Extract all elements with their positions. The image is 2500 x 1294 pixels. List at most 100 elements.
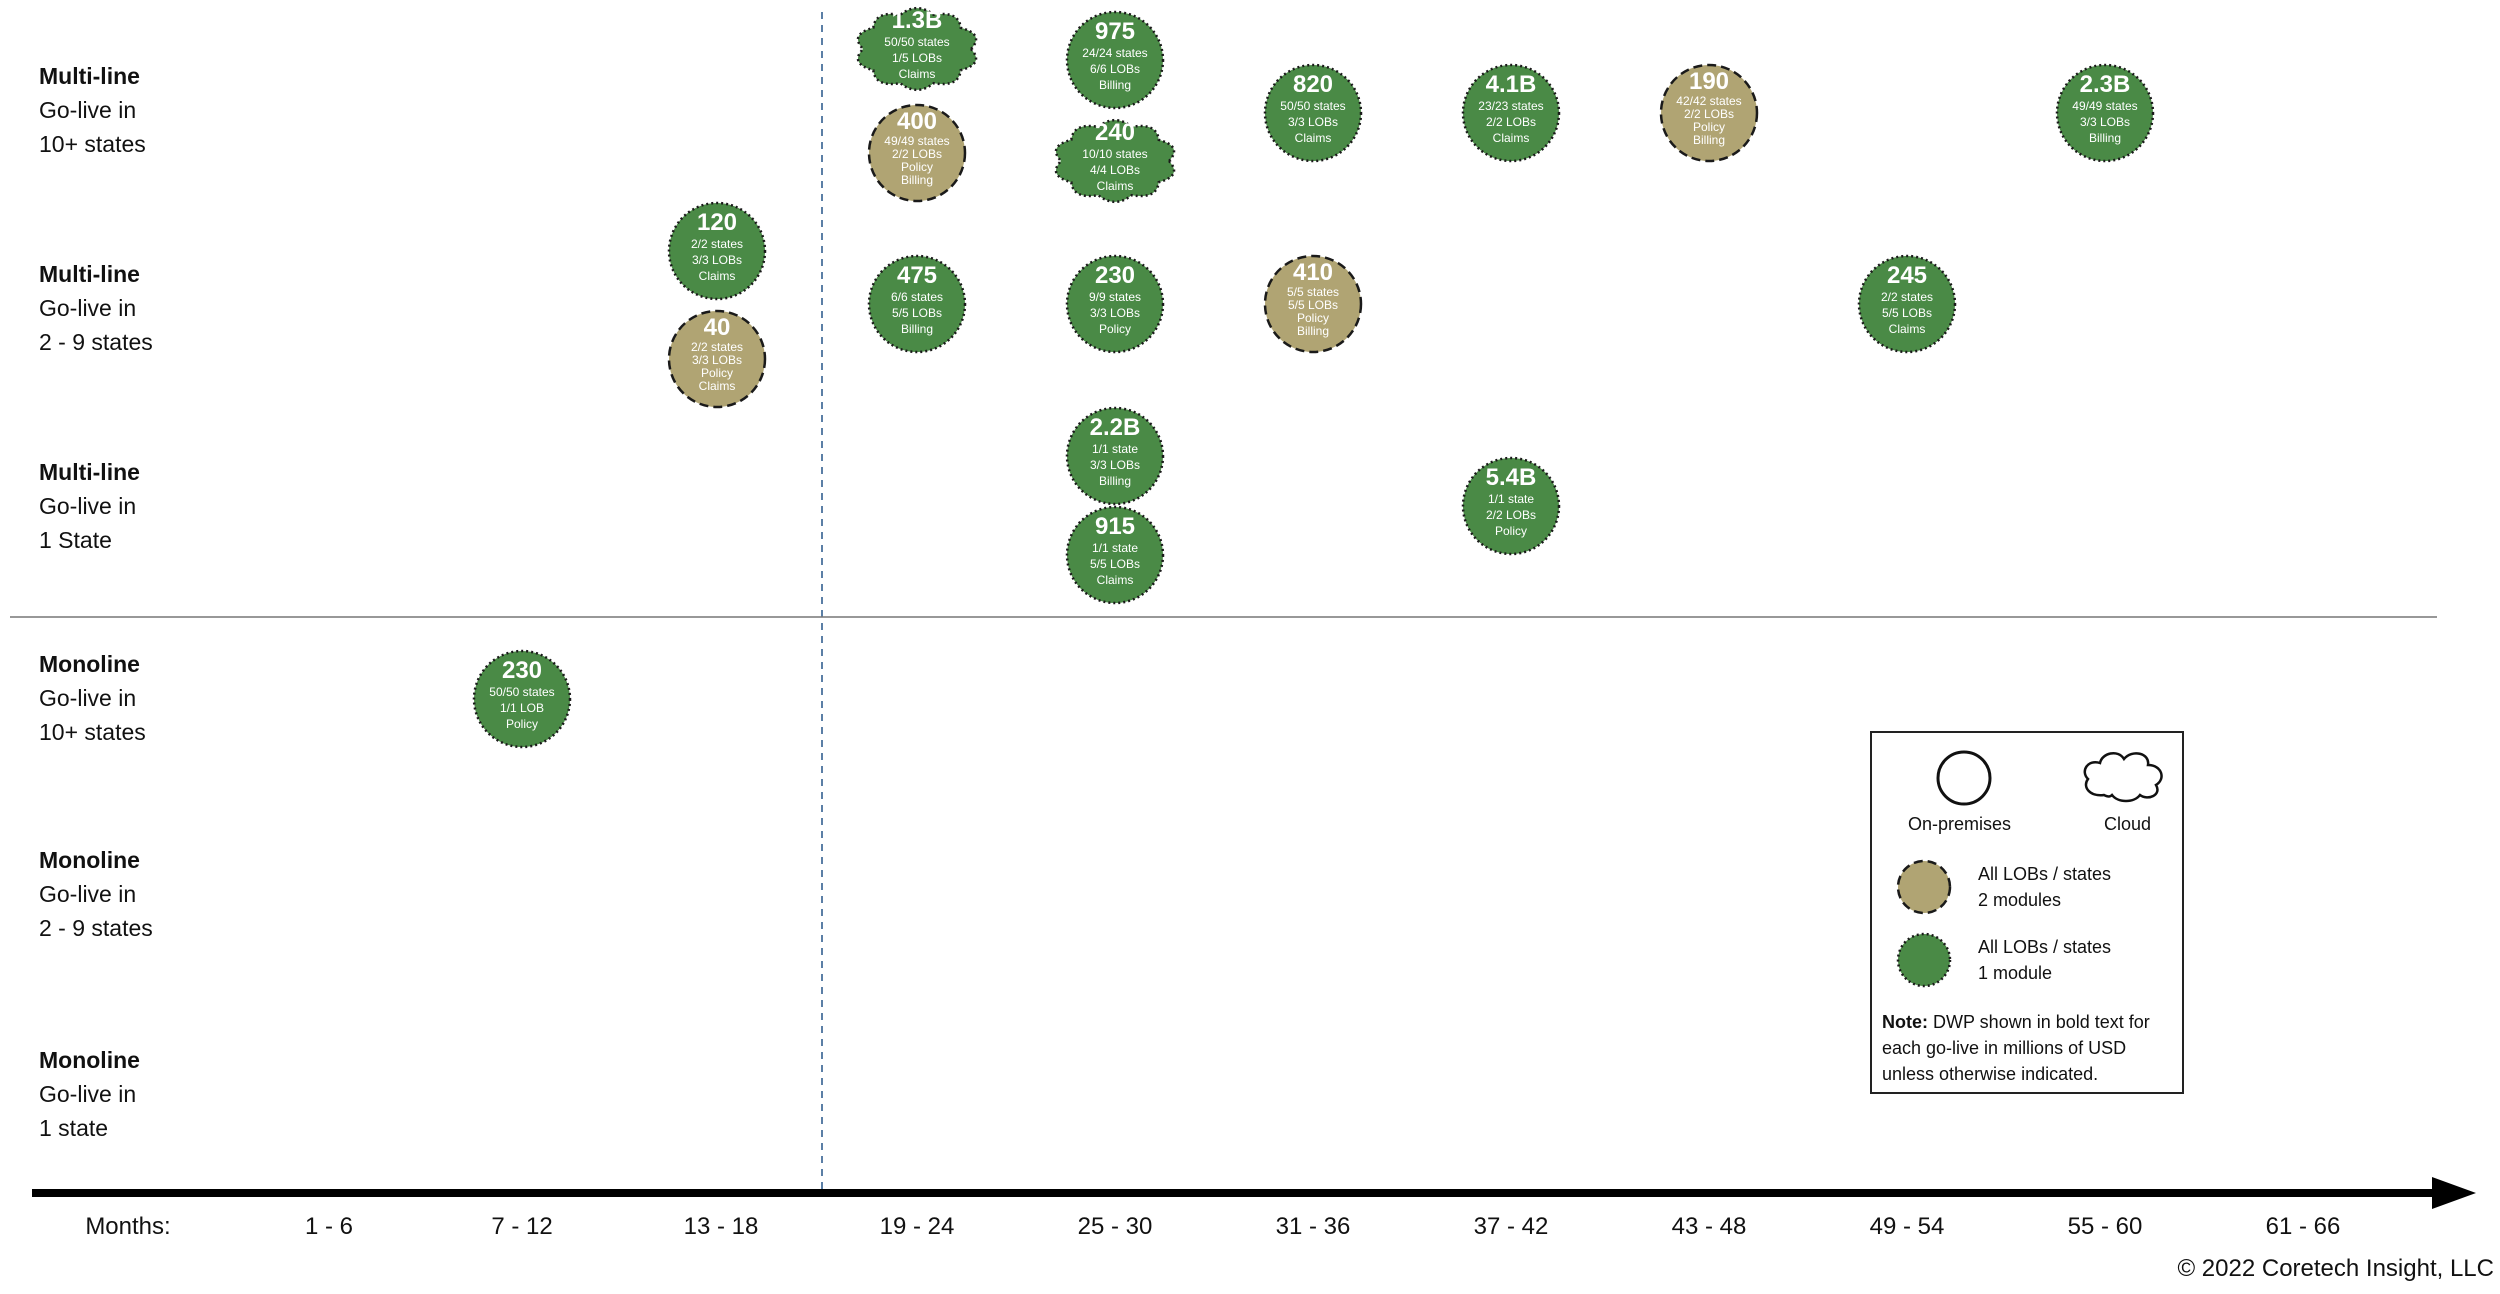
- cloud-symbol: [2083, 751, 2163, 803]
- bubble-detail-line: Claims: [1492, 131, 1530, 145]
- bubble-detail-line: 6/6 LOBs: [1089, 62, 1141, 76]
- go-live-bubble-text: 410 5/5 states 5/5 LOBs Policy Billing: [1287, 260, 1339, 338]
- go-live-bubble-text: 245 2/2 states 5/5 LOBs Claims: [1881, 263, 1933, 337]
- bubble-detail-line: 2/2 LOBs: [891, 147, 943, 161]
- bubble-detail-line: Claims: [898, 67, 936, 81]
- row-line: Go-live in: [39, 97, 137, 123]
- row-line: 10+ states: [39, 131, 146, 157]
- go-live-bubble-text: 4.1B 23/23 states 2/2 LOBs Claims: [1478, 72, 1543, 146]
- row-kind: Multi-line: [39, 63, 140, 89]
- dwp-value: 245: [1886, 262, 1928, 289]
- legend-one-module-line1: All LOBs / states: [1978, 937, 2112, 957]
- legend-two-modules-line1: All LOBs / states: [1978, 864, 2112, 884]
- bubble-detail-line: 3/3 LOBs: [1089, 458, 1141, 472]
- axis-period-label: 49 - 54: [1869, 1213, 1945, 1240]
- bubble-detail-line: 6/6 states: [890, 290, 944, 304]
- bubble-layer: [472, 6, 2155, 749]
- row-line: Go-live in: [39, 295, 137, 321]
- legend-cloud-label: Cloud: [2104, 814, 2152, 834]
- bubble-detail-line: 50/50 states: [489, 685, 555, 699]
- dwp-value: 2.2B: [1089, 414, 1141, 441]
- bubble-detail-line: 5/5 LOBs: [891, 306, 943, 320]
- bubble-detail-line: 49/49 states: [884, 134, 950, 148]
- bubble-detail-line: 5/5 LOBs: [1287, 298, 1339, 312]
- go-live-bubble: [1857, 254, 1957, 354]
- row-line: Go-live in: [39, 685, 137, 711]
- bubble-detail-line: Policy: [1692, 120, 1726, 134]
- bubble-detail-line: 2/2 LOBs: [1485, 115, 1537, 129]
- axis-period-label: 55 - 60: [2067, 1213, 2143, 1240]
- dwp-value: 190: [1688, 68, 1730, 95]
- dwp-value: 820: [1292, 71, 1334, 98]
- row-label-multiline-10plus: Multi-line Go-live in 10+ states: [39, 59, 299, 161]
- row-kind: Monoline: [39, 651, 140, 677]
- go-live-bubble: [1065, 254, 1165, 354]
- row-line: 2 - 9 states: [39, 329, 153, 355]
- row-kind: Multi-line: [39, 459, 140, 485]
- bubble-detail-line: Policy: [1098, 322, 1131, 336]
- go-live-bubble: [667, 201, 767, 301]
- go-live-bubble-text: 190 42/42 states 2/2 LOBs Policy Billing: [1676, 69, 1741, 147]
- bubble-detail-line: Policy: [700, 366, 733, 380]
- axis-period-label: 7 - 12: [491, 1213, 553, 1240]
- go-live-bubble: [1659, 63, 1759, 163]
- go-live-bubble: [1065, 505, 1165, 605]
- bubble-detail-line: Claims: [698, 379, 736, 393]
- bubble-detail-line: 3/3 LOBs: [1287, 115, 1339, 129]
- go-live-bubble: [1461, 456, 1561, 556]
- bubble-detail-line: 3/3 LOBs: [691, 353, 743, 367]
- dwp-value: 240: [1094, 119, 1136, 146]
- go-live-bubble-text: 975 24/24 states 6/6 LOBs Billing: [1082, 19, 1147, 93]
- go-live-bubble-text: 230 9/9 states 3/3 LOBs Policy: [1089, 263, 1141, 337]
- go-live-bubble: [1054, 118, 1176, 204]
- dwp-value: 120: [696, 209, 738, 236]
- row-line: 1 State: [39, 527, 112, 553]
- go-live-bubble-text: 400 49/49 states 2/2 LOBs Policy Billing: [884, 109, 949, 187]
- dwp-value: 230: [501, 657, 543, 684]
- bubble-detail-line: 4/4 LOBs: [1089, 163, 1141, 177]
- bubble-detail-line: 1/1 state: [1091, 442, 1139, 456]
- bubble-detail-line: 1/1 state: [1487, 492, 1535, 506]
- go-live-bubble-text: 5.4B 1/1 state 2/2 LOBs Policy: [1486, 465, 1537, 539]
- dwp-value: 410: [1292, 259, 1334, 286]
- legend-one-module-line2: 1 module: [1978, 963, 2053, 983]
- axis-period-label: 43 - 48: [1671, 1213, 1747, 1240]
- legend-two-modules-line2: 2 modules: [1978, 890, 2062, 910]
- legend-note-label: Note:: [1882, 1012, 1928, 1032]
- bubble-detail-line: 1/1 LOB: [499, 701, 545, 715]
- bubble-detail-line: Policy: [1494, 524, 1528, 538]
- dwp-value: 1.3B: [891, 7, 943, 34]
- go-live-bubble: [472, 649, 572, 749]
- axis-period-label: 61 - 66: [2265, 1213, 2341, 1240]
- row-line: Go-live in: [39, 493, 137, 519]
- bubble-detail-line: 1/5 LOBs: [891, 51, 943, 65]
- legend: On-premises Cloud All LOBs / states 2 mo…: [1870, 731, 2184, 1094]
- axis-period-label: 13 - 18: [683, 1213, 759, 1240]
- bubble-detail-line: 24/24 states: [1082, 46, 1148, 60]
- dwp-value: 4.1B: [1485, 71, 1537, 98]
- go-live-bubble: [1461, 63, 1561, 163]
- bubble-detail-line: 2/2 states: [1880, 290, 1934, 304]
- go-live-bubble: [856, 6, 978, 92]
- bubble-detail-line: Claims: [1096, 179, 1134, 193]
- bubble-detail-line: 9/9 states: [1088, 290, 1142, 304]
- legend-two-modules-label: All LOBs / states 2 modules: [1978, 861, 2111, 913]
- dwp-value: 475: [896, 262, 938, 289]
- row-kind: Monoline: [39, 1047, 140, 1073]
- bubble-detail-line: 49/49 states: [2072, 99, 2138, 113]
- go-live-bubble-text: 2.2B 1/1 state 3/3 LOBs Billing: [1090, 415, 1141, 489]
- dwp-value: 915: [1094, 513, 1136, 540]
- legend-symbols: [1896, 750, 2163, 988]
- bubble-detail-line: Billing: [1692, 133, 1726, 147]
- legend-note: Note: DWP shown in bold text for each go…: [1882, 1009, 2178, 1087]
- row-label-multiline-2-9: Multi-line Go-live in 2 - 9 states: [39, 257, 299, 359]
- row-line: Go-live in: [39, 881, 137, 907]
- go-live-bubble: [867, 103, 967, 203]
- row-line: Go-live in: [39, 1081, 137, 1107]
- bubble-detail-line: Billing: [900, 322, 933, 336]
- bubble-detail-line: 2/2 states: [690, 340, 744, 354]
- bubble-detail-line: Policy: [1296, 311, 1329, 325]
- go-live-bubble-text: 240 10/10 states 4/4 LOBs Claims: [1082, 120, 1147, 194]
- bubble-detail-line: 50/50 states: [1280, 99, 1346, 113]
